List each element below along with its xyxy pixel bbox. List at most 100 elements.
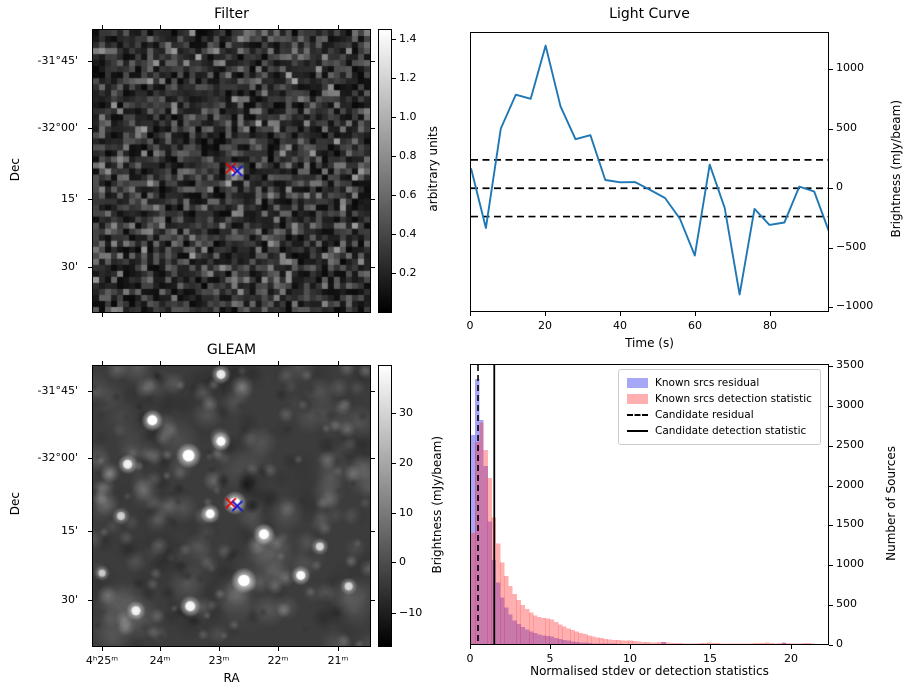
axis-tick: [371, 128, 375, 129]
axis-tick: [829, 645, 833, 646]
histogram-ytick-label: 3000: [836, 398, 864, 411]
histogram-ytick-label: 2500: [836, 438, 864, 451]
histogram-ytick-label: 1500: [836, 517, 864, 530]
light-curve-ytick-label: 1000: [836, 61, 864, 74]
axis-tick: [620, 312, 621, 316]
axis-tick: [160, 313, 161, 317]
axis-tick: [829, 486, 833, 487]
axis-tick: [102, 25, 103, 29]
filter-colorbar-tick-label: 0.4: [399, 227, 417, 240]
axis-tick: [88, 531, 92, 532]
axis-tick: [392, 463, 396, 464]
axis-tick: [371, 61, 375, 62]
axis-tick: [392, 195, 396, 196]
axis-tick: [392, 117, 396, 118]
axis-tick: [278, 361, 279, 365]
axis-tick: [470, 645, 471, 649]
axis-tick: [392, 413, 396, 414]
axis-tick: [829, 605, 833, 606]
gleam-image-panel: [92, 365, 371, 647]
axis-tick: [88, 267, 92, 268]
axis-tick: [695, 312, 696, 316]
legend-item: Known srcs detection statistic: [627, 391, 812, 407]
axis-tick: [392, 78, 396, 79]
histogram-series-0: [471, 378, 795, 644]
axis-tick: [371, 458, 375, 459]
histogram-legend: Known srcs residual Known srcs detection …: [618, 369, 821, 445]
filter-image-panel: [92, 29, 371, 313]
filter-ytick-label: -32°00': [37, 121, 79, 134]
filter-colorbar-tick-label: 0.8: [399, 149, 417, 162]
filter-colorbar-tick-label: 1.4: [399, 32, 417, 45]
light-curve-ytick-label: −500: [836, 240, 867, 253]
gleam-colorbar-tick-label: 10: [399, 506, 413, 519]
filter-ylabel: Dec: [8, 158, 22, 182]
light-curve-title: Light Curve: [609, 6, 690, 22]
histogram-ytick-label: 2000: [836, 478, 864, 491]
histogram-xtick-label: 10: [623, 652, 637, 665]
histogram-ytick-label: 500: [836, 597, 857, 610]
axis-tick: [278, 25, 279, 29]
axis-tick: [392, 513, 396, 514]
gleam-colorbar-tick-label: 30: [399, 406, 413, 419]
axis-tick: [88, 61, 92, 62]
gleam-ytick-label: 15': [60, 524, 78, 537]
axis-tick: [392, 234, 396, 235]
axis-tick: [88, 199, 92, 200]
gleam-xtick-label: 4ʰ25ᵐ: [85, 654, 119, 667]
axis-tick: [550, 645, 551, 649]
axis-tick: [770, 312, 771, 316]
histogram-xtick-label: 0: [466, 652, 474, 665]
axis-tick: [338, 313, 339, 317]
axis-tick: [829, 129, 833, 130]
axis-tick: [392, 39, 396, 40]
histogram-series-1: [471, 422, 824, 644]
gleam-ytick-label: 30': [60, 593, 78, 606]
light-curve-xtick-label: 0: [466, 319, 474, 332]
axis-tick: [791, 645, 792, 649]
axis-tick: [102, 313, 103, 317]
axis-tick: [829, 525, 833, 526]
filter-colorbar: [378, 29, 392, 313]
filter-colorbar-tick-label: 1.0: [399, 110, 417, 123]
histogram-ytick-label: 1000: [836, 557, 864, 570]
gleam-colorbar-label: Brightness (mJy/beam): [430, 436, 444, 574]
axis-tick: [829, 565, 833, 566]
legend-swatch-patch: [627, 378, 648, 388]
filter-image: [93, 30, 370, 312]
legend-label: Known srcs detection statistic: [655, 393, 812, 405]
axis-tick: [102, 647, 103, 651]
histogram-ylabel: Number of Sources: [884, 446, 898, 561]
filter-title: Filter: [214, 6, 249, 22]
axis-tick: [338, 647, 339, 651]
axis-tick: [470, 312, 471, 316]
axis-tick: [371, 199, 375, 200]
legend-swatch-dashed-line: [627, 414, 648, 416]
gleam-xtick-label: 21ᵐ: [327, 654, 349, 667]
axis-tick: [102, 361, 103, 365]
axis-tick: [710, 645, 711, 649]
light-curve-xtick-label: 80: [763, 319, 777, 332]
axis-tick: [219, 647, 220, 651]
histogram-ytick-label: 0: [836, 637, 843, 650]
light-curve-xlabel: Time (s): [625, 336, 674, 350]
light-curve-xtick-label: 60: [688, 319, 702, 332]
axis-tick: [829, 366, 833, 367]
histogram-xtick-label: 15: [703, 652, 717, 665]
gleam-xtick-label: 22ᵐ: [267, 654, 289, 667]
legend-swatch-patch: [627, 394, 648, 404]
histogram-xtick-label: 5: [546, 652, 554, 665]
axis-tick: [219, 25, 220, 29]
filter-colorbar-label: arbitrary units: [426, 126, 440, 212]
axis-tick: [88, 391, 92, 392]
filter-ytick-label: 15': [60, 192, 78, 205]
axis-tick: [278, 647, 279, 651]
legend-label: Candidate residual: [655, 409, 754, 421]
histogram-xlabel: Normalised stdev or detection statistics: [530, 664, 769, 678]
filter-colorbar-tick-label: 1.2: [399, 71, 417, 84]
gleam-colorbar: [378, 365, 392, 647]
gleam-xtick-label: 24ᵐ: [149, 654, 171, 667]
light-curve-ylabel: Brightness (mJy/beam): [889, 100, 903, 238]
gleam-xlabel: RA: [223, 671, 240, 685]
